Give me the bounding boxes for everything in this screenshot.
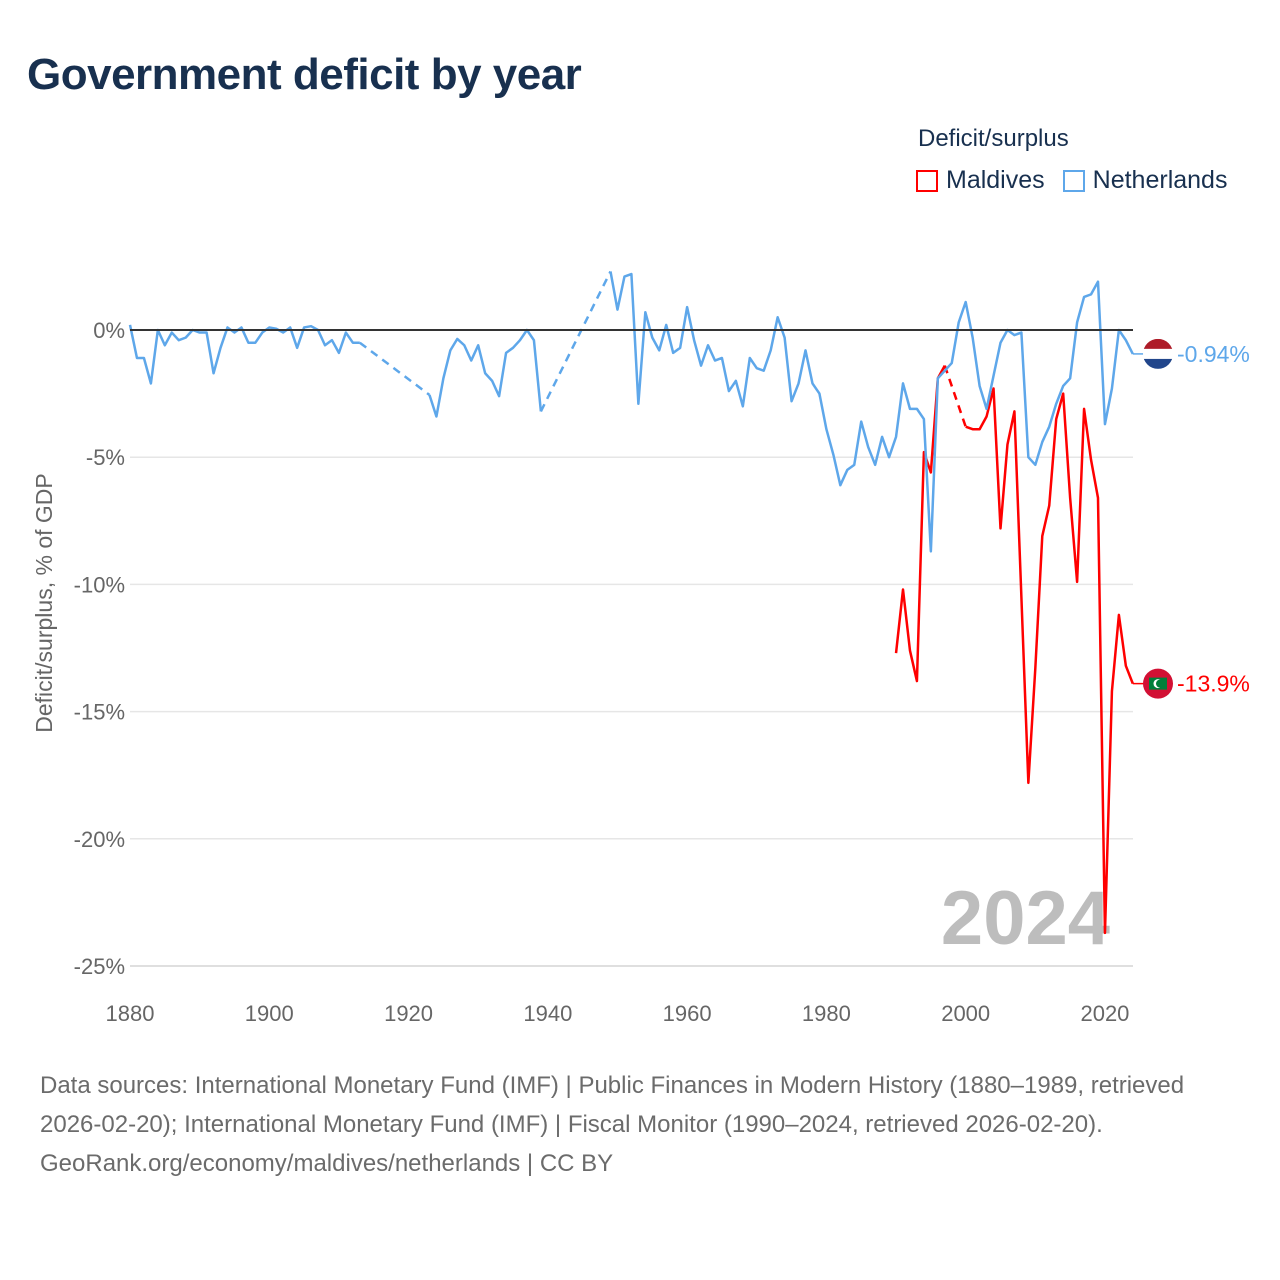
y-tick-label: -15% <box>74 700 125 725</box>
maldives-flag-icon <box>1156 679 1164 688</box>
x-tick-label: 1940 <box>523 1001 572 1026</box>
legend-label: Maldives <box>946 166 1045 194</box>
series-gap-netherlands <box>539 270 612 412</box>
legend-swatch-maldives <box>916 169 938 192</box>
line-chart: 0% -5% -10% -15% -20% -25% 1880 1900 1920 1940 196… <box>31 270 1250 1026</box>
x-tick-label: 2020 <box>1080 1001 1129 1026</box>
legend-item-maldives[interactable]: Maldives <box>916 166 1045 195</box>
x-tick-label: 1960 <box>663 1001 712 1026</box>
x-tick-label: 1980 <box>802 1001 851 1026</box>
legend-swatch-netherlands <box>1062 169 1085 192</box>
credit-link[interactable]: GeoRank.org/economy/maldives/netherlands… <box>40 1150 614 1177</box>
y-tick-label: -10% <box>74 572 125 597</box>
end-label-maldives: -13.9% <box>1177 671 1250 697</box>
y-tick-label: -5% <box>86 445 125 470</box>
x-tick-label: 2000 <box>941 1001 990 1026</box>
series-gap-netherlands <box>359 341 431 396</box>
netherlands-flag-icon <box>1143 338 1173 349</box>
series-line-netherlands <box>609 271 1134 553</box>
netherlands-flag-icon <box>1143 348 1173 359</box>
x-tick-label: 1880 <box>106 1001 155 1026</box>
footer: Data sources: International Monetary Fun… <box>40 1066 1240 1183</box>
legend-title: Deficit/surplus <box>918 125 1069 152</box>
series-line-netherlands <box>428 328 543 418</box>
legend-item-netherlands[interactable]: Netherlands <box>1062 166 1228 195</box>
y-tick-label: -25% <box>74 954 125 979</box>
year-watermark: 2024 <box>941 876 1110 961</box>
x-tick-label: 1920 <box>384 1001 433 1026</box>
y-tick-label: 0% <box>93 318 125 343</box>
y-tick-label: -20% <box>74 827 125 852</box>
series-line-netherlands <box>128 324 360 385</box>
x-tick-label: 1900 <box>245 1001 294 1026</box>
legend: Maldives Netherlands <box>916 166 1227 195</box>
series-line-maldives <box>965 387 1134 935</box>
end-label-netherlands: -0.94% <box>1177 341 1250 367</box>
chart-title: Government deficit by year <box>27 50 582 99</box>
y-axis-label: Deficit/surplus, % of GDP <box>31 473 57 732</box>
series-gap-maldives <box>943 365 967 428</box>
netherlands-flag-icon <box>1143 358 1173 369</box>
legend-label: Netherlands <box>1092 166 1228 194</box>
data-sources: Data sources: International Monetary Fun… <box>40 1072 1185 1138</box>
